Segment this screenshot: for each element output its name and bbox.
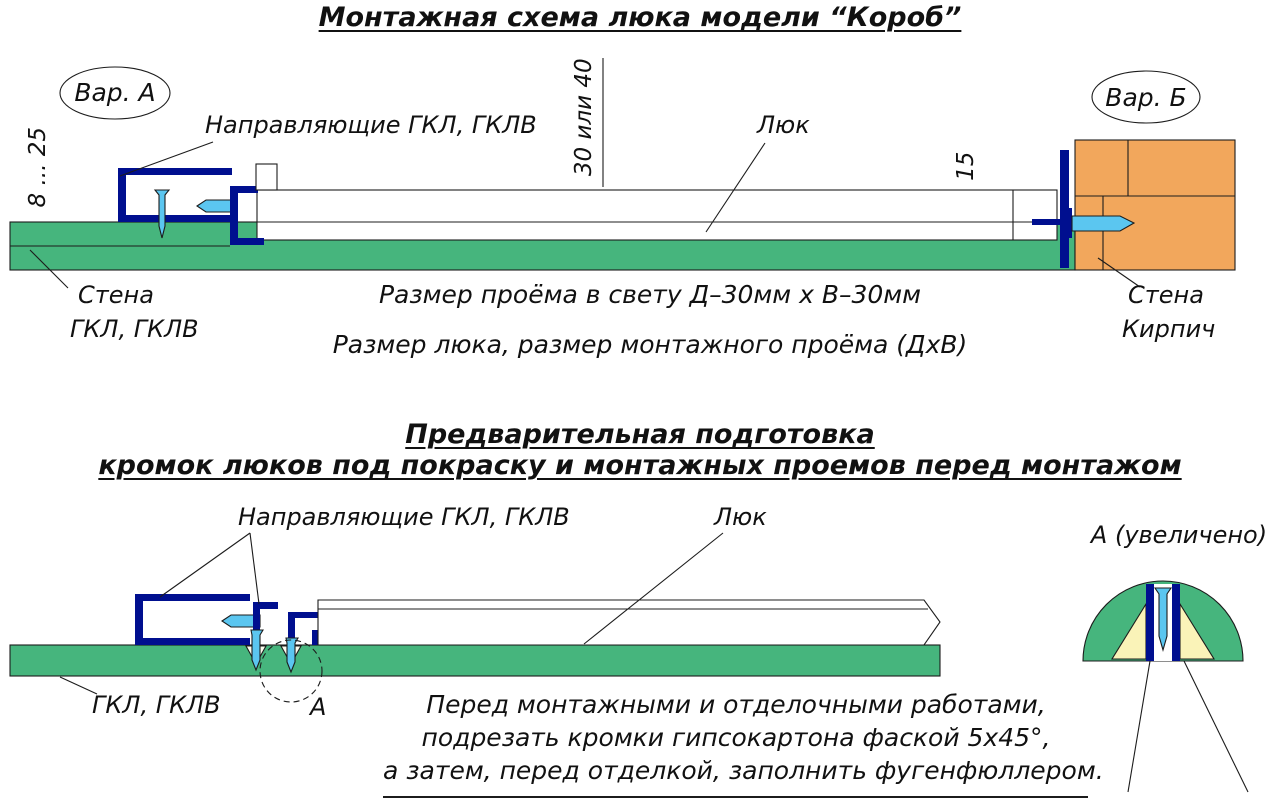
frame-screw-left-icon [250, 629, 264, 672]
hinge-block [255, 163, 278, 191]
prep-title-line1-text: Предварительная подготовка [405, 419, 875, 450]
hatch-frame-profile [230, 186, 264, 245]
dim-thickness-label: 8 ... 25 [24, 126, 51, 208]
brick-joint-lines [1075, 140, 1235, 270]
detail-leader-left [1127, 660, 1151, 793]
hatch-leader-bottom [583, 532, 724, 645]
dim-depth-label: 30 или 40 [570, 58, 597, 177]
note-line-3: а затем, перед отделкой, заполнить фуген… [383, 756, 1104, 785]
gkl-track-profile-bottom [135, 594, 250, 645]
hatch-panel-bottom [317, 599, 941, 646]
gkl-wall-leader [29, 249, 69, 289]
prep-title-line2-text: кромок люков под покраску и монтажных пр… [98, 450, 1182, 481]
variant-b-ellipse [1091, 70, 1201, 124]
prep-diagram [9, 532, 1249, 798]
hatch-frame-profile-bottom [253, 602, 319, 650]
frame-screw-right-icon [285, 637, 299, 674]
hatch-panel [256, 189, 1058, 241]
brick-wall [1074, 139, 1236, 271]
guides-leader-2 [249, 532, 260, 605]
anchor-dowel-icon [1071, 215, 1136, 232]
variant-b-label: Вар. Б [1105, 83, 1187, 112]
main-title-text: Монтажная схема люка модели “Короб” [318, 2, 962, 33]
opening-size-label: Размер проёма в свету Д–30мм х В–30мм [378, 280, 922, 309]
note-line-1: Перед монтажными и отделочными работами, [426, 690, 1046, 719]
detail-a-enlarged [1082, 580, 1249, 793]
dim-gap-label: 15 [952, 151, 979, 181]
detail-screw-icon [1153, 587, 1173, 653]
gkl-band-bottom [9, 644, 941, 677]
wall-right-label-2: Кирпич [1122, 315, 1216, 343]
vertical-screw-icon [153, 189, 171, 239]
hatch-label-bottom: Люк [714, 503, 767, 531]
wall-right-label-1: Стена [1128, 281, 1204, 309]
prep-title-line1: Предварительная подготовка [0, 419, 1280, 450]
variant-a-label: Вар. А [74, 78, 156, 107]
bottom-leader-lines [59, 532, 724, 695]
variant-a-ellipse [59, 66, 171, 120]
brick-wall-leader [1097, 257, 1141, 288]
top-leader-lines [29, 141, 1141, 289]
gkl-leader-bottom [59, 676, 98, 695]
note-line-2: подрезать кромки гипсокартона фаской 5х4… [421, 723, 1051, 752]
gkl-track-profile [118, 168, 232, 222]
detail-title-label: А (увеличено) [1090, 521, 1268, 549]
hatch-leader [705, 142, 766, 233]
brick-side-frame [1032, 150, 1072, 268]
hatch-label-top: Люк [757, 111, 810, 139]
main-title: Монтажная схема люка модели “Короб” [0, 2, 1280, 33]
guides-leader [119, 141, 214, 177]
detail-marker-circle [259, 639, 323, 703]
detail-marker-label: А [310, 693, 327, 721]
guides-label-bottom: Направляющие ГКЛ, ГКЛВ [238, 503, 570, 531]
detail-leader-right [1183, 660, 1249, 793]
gkl-label-bottom: ГКЛ, ГКЛВ [92, 691, 221, 719]
prep-title-line2: кромок люков под покраску и монтажных пр… [0, 450, 1280, 481]
hatch-size-label: Размер люка, размер монтажного проёма (Д… [332, 330, 968, 359]
guides-leader-1 [159, 532, 251, 598]
wall-left-label-1: Стена [78, 281, 154, 309]
top-diagram [9, 58, 1236, 289]
guides-label-top: Направляющие ГКЛ, ГКЛВ [205, 111, 537, 139]
wall-left-label-2: ГКЛ, ГКЛВ [70, 315, 199, 343]
